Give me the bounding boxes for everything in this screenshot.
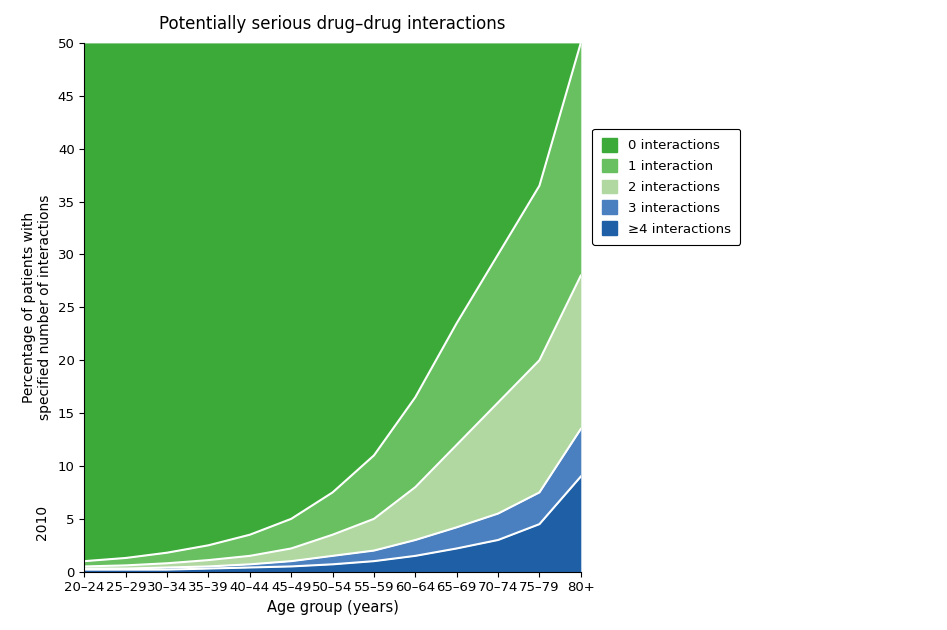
Title: Potentially serious drug–drug interactions: Potentially serious drug–drug interactio… bbox=[159, 15, 506, 33]
X-axis label: Age group (years): Age group (years) bbox=[267, 600, 399, 615]
Y-axis label: Percentage of patients with
specified number of interactions: Percentage of patients with specified nu… bbox=[22, 195, 52, 420]
Legend: 0 interactions, 1 interaction, 2 interactions, 3 interactions, ≥4 interactions: 0 interactions, 1 interaction, 2 interac… bbox=[593, 129, 741, 244]
Text: 2010: 2010 bbox=[35, 505, 49, 540]
